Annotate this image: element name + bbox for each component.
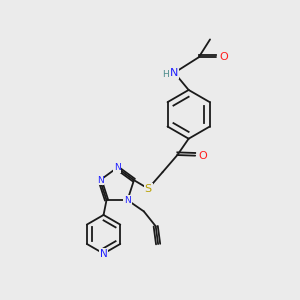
Text: N: N — [100, 249, 107, 259]
Text: N: N — [97, 176, 104, 185]
Text: S: S — [145, 184, 152, 194]
Text: O: O — [199, 151, 207, 160]
Text: H: H — [162, 70, 169, 79]
Text: N: N — [124, 196, 131, 205]
Text: N: N — [170, 68, 178, 78]
Text: O: O — [219, 52, 228, 62]
Text: N: N — [114, 163, 120, 172]
